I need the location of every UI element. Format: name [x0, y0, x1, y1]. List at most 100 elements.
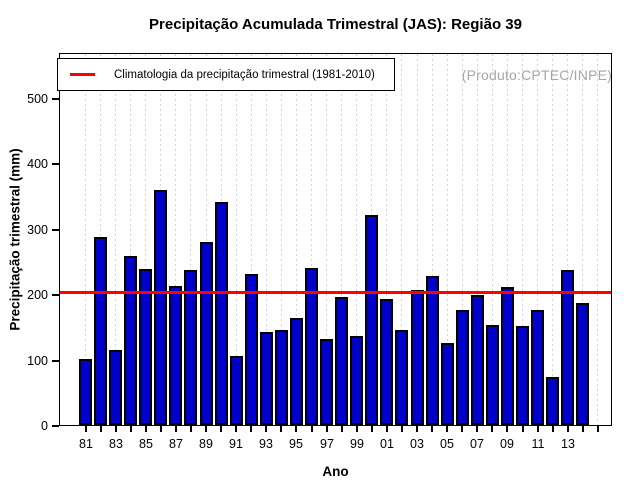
x-tick	[295, 426, 297, 432]
x-tick	[160, 426, 162, 432]
y-tick-label: 300	[27, 223, 48, 237]
x-tick-label: 01	[380, 437, 394, 451]
bar	[380, 299, 394, 425]
bar	[214, 202, 228, 425]
x-tick	[250, 426, 252, 432]
gridline	[476, 54, 478, 425]
x-tick	[446, 426, 448, 432]
bar	[425, 276, 439, 425]
y-tick	[52, 360, 59, 362]
gridline	[205, 54, 207, 425]
y-tick	[52, 229, 59, 231]
y-tick-label: 400	[27, 157, 48, 171]
x-tick	[506, 426, 508, 432]
x-tick-label: 97	[320, 437, 334, 451]
bars-layer	[60, 54, 611, 425]
x-tick	[476, 426, 478, 432]
bar	[244, 274, 258, 425]
gridline	[431, 54, 433, 425]
watermark-text: (Produto:CPTEC/INPE)	[461, 67, 612, 83]
x-tick	[235, 426, 237, 432]
y-tick-label: 500	[27, 92, 48, 106]
gridline	[145, 54, 147, 425]
x-tick-label: 03	[410, 437, 424, 451]
bar	[109, 350, 123, 425]
gridline	[386, 54, 388, 425]
x-tick	[401, 426, 403, 432]
x-tick-label: 91	[229, 437, 243, 451]
bar	[305, 268, 319, 425]
gridline	[567, 54, 569, 425]
x-tick-label: 95	[289, 437, 303, 451]
x-tick-label: 09	[500, 437, 514, 451]
gridline	[506, 54, 508, 425]
bar	[546, 377, 560, 425]
y-tick-label: 0	[41, 419, 48, 433]
x-tick	[280, 426, 282, 432]
gridline	[250, 54, 252, 425]
gridline	[401, 54, 403, 425]
legend-line-sample	[70, 73, 95, 76]
gridline	[295, 54, 297, 425]
gridline	[311, 54, 313, 425]
gridline	[446, 54, 448, 425]
bar	[169, 286, 183, 425]
y-tick-label: 200	[27, 288, 48, 302]
x-tick	[416, 426, 418, 432]
bar	[229, 356, 243, 425]
x-tick-label: 99	[350, 437, 364, 451]
x-tick	[205, 426, 207, 432]
x-tick	[130, 426, 132, 432]
gridline	[175, 54, 177, 425]
x-tick	[522, 426, 524, 432]
legend-label: Climatologia da precipitação trimestral …	[114, 68, 375, 81]
x-tick-label: 83	[109, 437, 123, 451]
gridline	[552, 54, 554, 425]
x-tick	[386, 426, 388, 432]
gridline	[341, 54, 343, 425]
bar	[531, 310, 545, 425]
bar	[335, 297, 349, 425]
y-tick	[52, 163, 59, 165]
gridlines-layer	[60, 54, 611, 425]
gridline	[582, 54, 584, 425]
y-tick	[52, 98, 59, 100]
x-tick-label: 81	[79, 437, 93, 451]
gridline	[326, 54, 328, 425]
bar	[199, 242, 213, 425]
gridline	[356, 54, 358, 425]
x-tick	[491, 426, 493, 432]
x-tick	[220, 426, 222, 432]
x-tick-label: 11	[531, 437, 545, 451]
x-tick	[265, 426, 267, 432]
bar	[320, 339, 334, 425]
gridline	[265, 54, 267, 425]
gridline	[537, 54, 539, 425]
x-tick-label: 89	[199, 437, 213, 451]
x-tick	[552, 426, 554, 432]
gridline	[235, 54, 237, 425]
x-tick	[175, 426, 177, 432]
x-tick-label: 13	[561, 437, 575, 451]
gridline	[280, 54, 282, 425]
bar	[576, 303, 590, 425]
x-tick	[597, 426, 599, 432]
gridline	[130, 54, 132, 425]
bar	[94, 237, 108, 425]
gridline	[416, 54, 418, 425]
gridline	[85, 54, 86, 425]
x-tick-label: 05	[440, 437, 454, 451]
x-tick	[356, 426, 358, 432]
x-tick	[431, 426, 433, 432]
y-tick-label: 100	[27, 354, 48, 368]
bar	[485, 325, 499, 425]
bar	[259, 332, 273, 425]
x-tick	[115, 426, 117, 432]
bar	[79, 359, 92, 425]
gridline	[461, 54, 463, 425]
bar	[440, 343, 454, 425]
x-axis-label: Ano	[322, 464, 349, 479]
legend-box: Climatologia da precipitação trimestral …	[57, 58, 395, 91]
